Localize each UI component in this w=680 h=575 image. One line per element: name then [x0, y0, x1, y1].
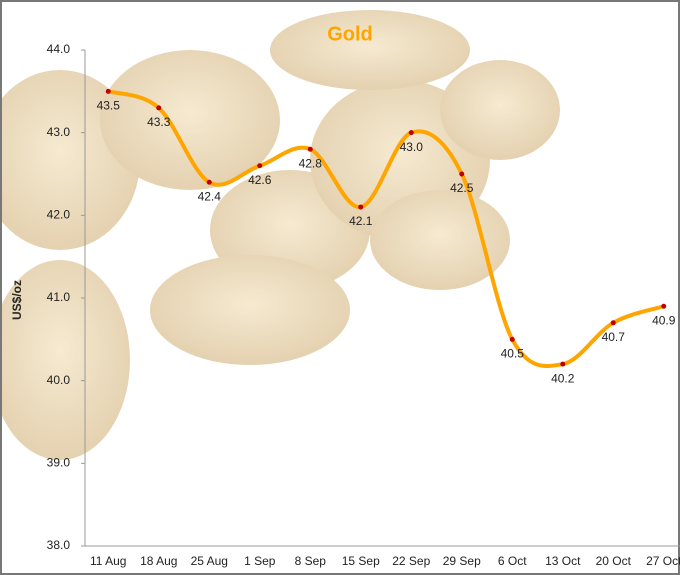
- data-label: 42.5: [450, 181, 474, 195]
- point: [358, 204, 364, 210]
- data-label: 40.2: [551, 371, 575, 385]
- x-tick-label: 13 Oct: [545, 554, 581, 568]
- point: [105, 88, 111, 94]
- point: [408, 130, 414, 136]
- x-tick-label: 25 Aug: [191, 554, 228, 568]
- data-label: 43.3: [147, 115, 171, 129]
- point: [307, 146, 313, 152]
- point: [257, 163, 263, 169]
- data-label: 42.6: [248, 173, 272, 187]
- x-tick-label: 8 Sep: [295, 554, 327, 568]
- point: [560, 361, 566, 367]
- x-tick-label: 15 Sep: [342, 554, 380, 568]
- point: [509, 336, 515, 342]
- y-tick-label: 41.0: [47, 290, 71, 304]
- chart-title: Gold: [327, 23, 373, 45]
- point: [661, 303, 667, 309]
- point: [459, 171, 465, 177]
- y-axis-label: US$/oz: [10, 280, 24, 320]
- x-tick-label: 1 Sep: [244, 554, 276, 568]
- x-tick-label: 20 Oct: [596, 554, 632, 568]
- point: [206, 179, 212, 185]
- data-label: 40.5: [501, 347, 525, 361]
- y-tick-label: 39.0: [47, 456, 71, 470]
- data-label: 43.5: [97, 99, 121, 113]
- x-tick-label: 27 Oct: [646, 554, 680, 568]
- x-tick-label: 6 Oct: [498, 554, 527, 568]
- y-tick-label: 42.0: [47, 208, 71, 222]
- x-tick-label: 22 Sep: [392, 554, 430, 568]
- y-tick-label: 40.0: [47, 373, 71, 387]
- point: [156, 105, 162, 111]
- y-tick-label: 43.0: [47, 125, 71, 139]
- x-tick-label: 29 Sep: [443, 554, 481, 568]
- y-tick-label: 38.0: [47, 538, 71, 552]
- data-label: 42.1: [349, 214, 373, 228]
- background-image: [0, 10, 560, 460]
- data-label: 42.8: [299, 156, 323, 170]
- data-label: 42.4: [198, 189, 222, 203]
- point: [610, 320, 616, 326]
- data-label: 40.7: [602, 330, 626, 344]
- data-label: 43.0: [400, 140, 424, 154]
- data-label: 40.9: [652, 313, 676, 327]
- y-tick-label: 44.0: [47, 42, 71, 56]
- x-tick-label: 18 Aug: [140, 554, 177, 568]
- x-tick-label: 11 Aug: [90, 554, 126, 568]
